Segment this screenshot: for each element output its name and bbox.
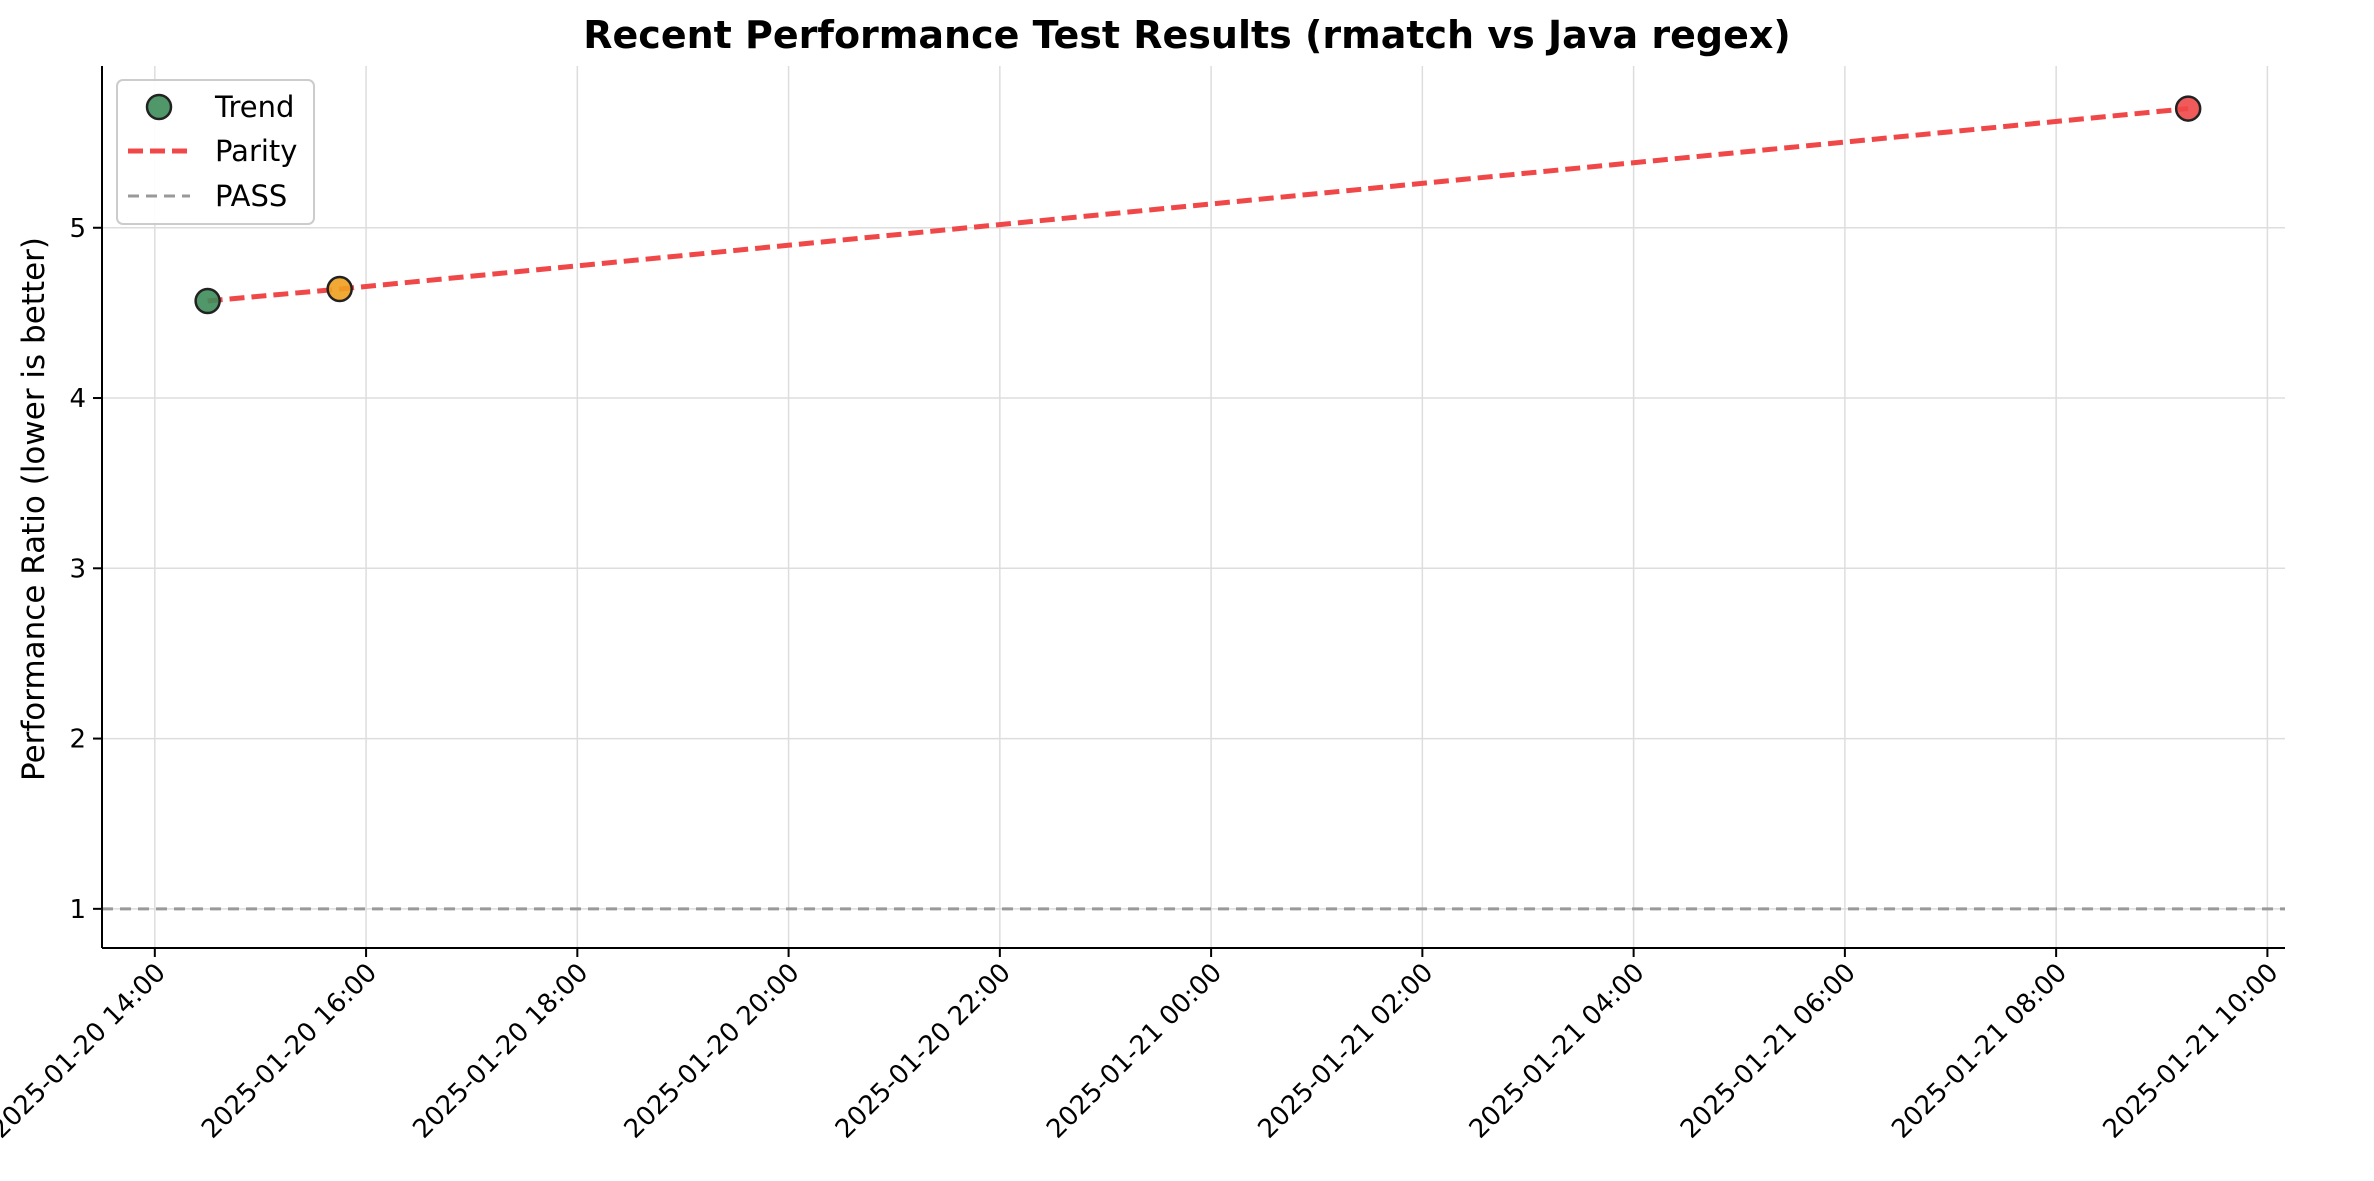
x-tick-label: 2025-01-21 00:00 <box>1041 958 1228 1145</box>
legend: Trend Parity PASS <box>116 79 315 225</box>
x-tick-label: 2025-01-20 22:00 <box>830 958 1017 1145</box>
data-point <box>194 287 221 315</box>
y-tick-label: 1 <box>69 895 86 925</box>
x-tick-label: 2025-01-20 20:00 <box>619 958 806 1145</box>
data-point <box>2174 95 2202 122</box>
legend-label: Parity <box>215 134 297 168</box>
x-tick-label: 2025-01-21 06:00 <box>1675 958 1862 1145</box>
y-tick-label: 5 <box>69 214 86 244</box>
x-tick-label: 2025-01-21 02:00 <box>1252 958 1439 1145</box>
y-tick-label: 3 <box>69 554 86 584</box>
y-tick-label: 4 <box>69 384 86 414</box>
x-tick-label: 2025-01-20 18:00 <box>407 958 594 1145</box>
legend-label: Trend <box>214 90 294 124</box>
chart-title: Recent Performance Test Results (rmatch … <box>583 13 1790 57</box>
x-tick-label: 2025-01-21 08:00 <box>1886 958 2073 1145</box>
y-tick-label: 2 <box>69 725 86 755</box>
parity-trend-line <box>207 106 2189 304</box>
legend-marker-trend <box>145 93 173 121</box>
x-tick-label: 2025-01-20 16:00 <box>196 958 383 1145</box>
data-point <box>326 275 353 303</box>
legend-label: PASS <box>215 179 287 213</box>
x-tick-label: 2025-01-20 14:00 <box>0 958 172 1145</box>
x-tick-label: 2025-01-21 04:00 <box>1464 958 1651 1145</box>
x-tick-label: 2025-01-21 10:00 <box>2097 958 2284 1145</box>
y-axis-label: Performance Ratio (lower is better) <box>16 237 52 781</box>
